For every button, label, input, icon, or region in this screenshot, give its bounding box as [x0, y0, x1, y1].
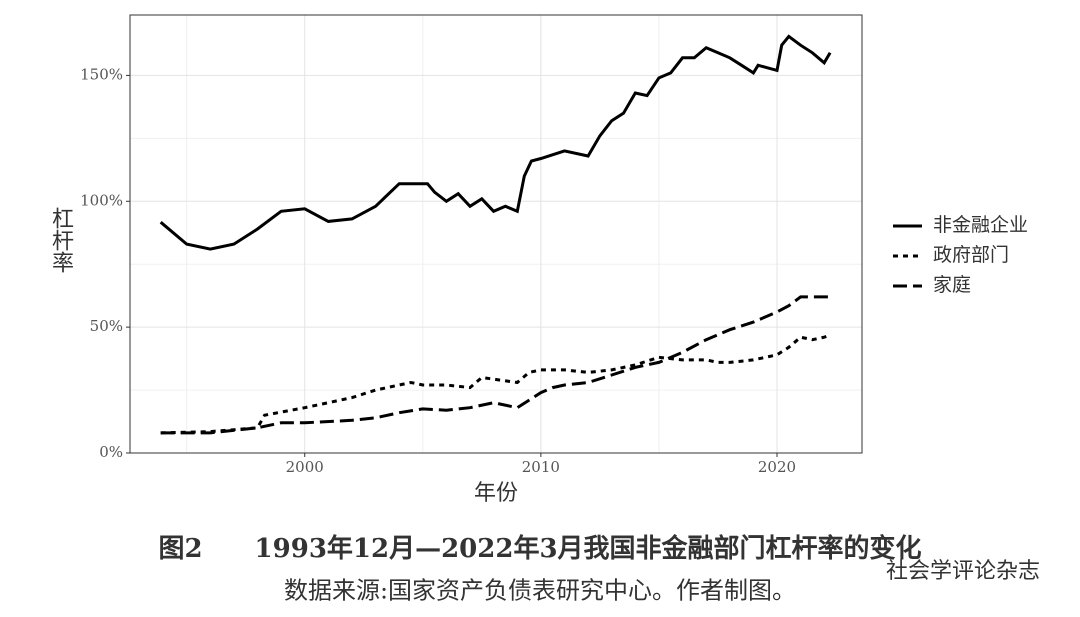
legend-label: 非金融企业: [933, 214, 1028, 236]
y-tick-label: 100%: [80, 191, 123, 209]
series-line: [160, 333, 831, 435]
series-line: [159, 34, 832, 251]
y-tick-label: 50%: [90, 317, 123, 335]
x-tick-label: 2020: [758, 458, 796, 476]
x-tick-label: 2000: [286, 458, 324, 476]
legend-label: 政府部门: [933, 244, 1009, 266]
x-tick-label: 2010: [522, 458, 560, 476]
x-axis-title: 年份: [474, 481, 518, 506]
legend-label: 家庭: [933, 274, 971, 296]
y-axis-title: 杠杆率: [48, 207, 74, 273]
chart-title: 图2 1993年12月—2022年3月我国非金融部门杠杆率的变化: [158, 533, 921, 564]
y-tick-label: 150%: [80, 65, 123, 83]
caption: 数据来源:国家资产负债表研究中心。作者制图。: [284, 577, 796, 605]
series-line: [160, 295, 831, 435]
y-tick-label: 0%: [99, 443, 123, 461]
plot-frame: [129, 14, 863, 454]
watermark: 社会学评论杂志: [886, 559, 1040, 584]
